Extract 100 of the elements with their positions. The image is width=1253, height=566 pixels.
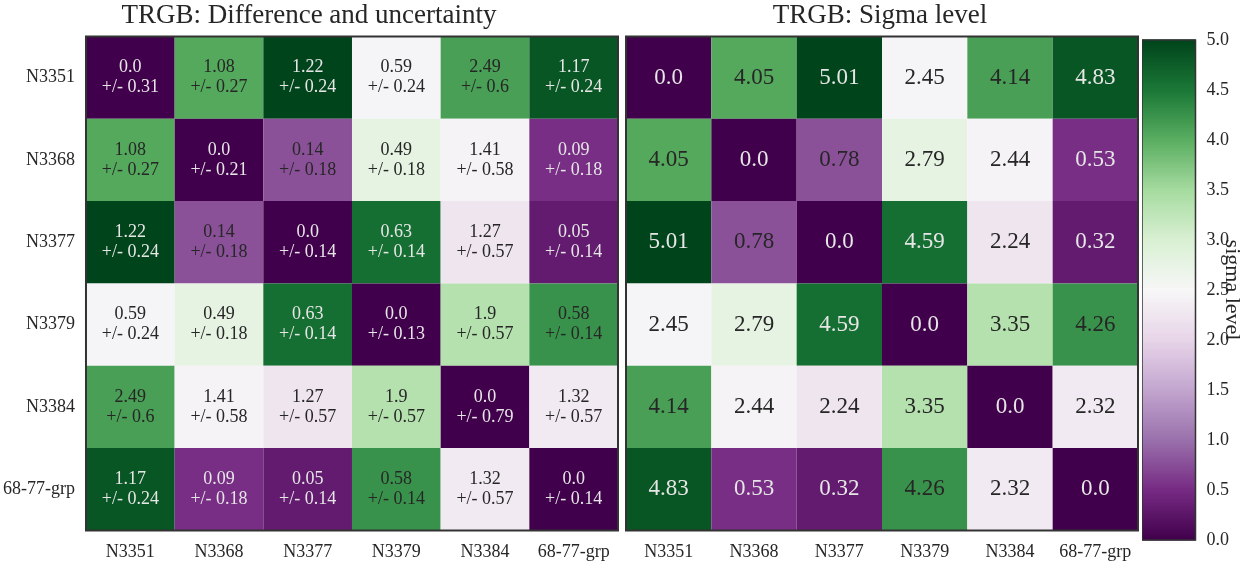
annotation: +/- 0.57 bbox=[456, 487, 514, 508]
annotation: +/- 0.58 bbox=[190, 405, 248, 426]
annotation: +/- 0.14 bbox=[279, 323, 337, 344]
data-label: 0.49 bbox=[380, 138, 413, 159]
y-tick-label: 68-77-grp bbox=[3, 477, 75, 498]
data-label: 2.49 bbox=[469, 56, 501, 77]
data-label: 0.49 bbox=[203, 303, 235, 324]
data-label: 0.58 bbox=[380, 467, 413, 488]
data-label: 1.27 bbox=[469, 220, 501, 241]
data-label: 0.53 bbox=[1075, 145, 1116, 171]
x-tick-label: N3379 bbox=[900, 540, 950, 561]
data-label: 1.32 bbox=[557, 385, 590, 406]
annotation: +/- 0.57 bbox=[367, 405, 425, 426]
data-label: 0.32 bbox=[1075, 228, 1116, 254]
x-tick-label: N3368 bbox=[194, 540, 244, 561]
data-label: 1.27 bbox=[291, 385, 324, 406]
data-label: 2.24 bbox=[819, 392, 860, 418]
data-label: 0.0 bbox=[654, 63, 684, 89]
data-label: 0.05 bbox=[291, 467, 324, 488]
data-label: 4.26 bbox=[1075, 310, 1116, 336]
y-tick-label: N3379 bbox=[25, 313, 75, 334]
x-tick-label: 68-77-grp bbox=[1059, 540, 1132, 561]
data-label: 0.78 bbox=[819, 145, 860, 171]
data-label: 4.14 bbox=[989, 63, 1031, 89]
annotation: +/- 0.14 bbox=[279, 487, 337, 508]
data-label: 0.59 bbox=[114, 303, 147, 324]
data-label: 1.9 bbox=[385, 385, 408, 406]
data-label: 4.14 bbox=[648, 392, 690, 418]
annotation: +/- 0.14 bbox=[545, 323, 603, 344]
data-label: 0.32 bbox=[819, 475, 860, 501]
x-tick-label: N3384 bbox=[985, 540, 1035, 561]
x-tick-label: N3377 bbox=[283, 540, 333, 561]
annotation: +/- 0.24 bbox=[101, 487, 159, 508]
data-label: 0.0 bbox=[473, 385, 497, 406]
color-bar-label: 4.0 bbox=[1206, 128, 1229, 149]
data-label: 3.35 bbox=[989, 310, 1031, 336]
data-label: 1.22 bbox=[291, 56, 324, 77]
data-label: 4.05 bbox=[648, 145, 689, 171]
data-label: 4.59 bbox=[819, 310, 860, 336]
x-tick-label: N3351 bbox=[644, 540, 694, 561]
annotation: +/- 0.57 bbox=[279, 405, 337, 426]
data-label: 1.17 bbox=[557, 56, 590, 77]
data-label: 2.24 bbox=[989, 228, 1031, 254]
annotation: +/- 0.6 bbox=[106, 405, 155, 426]
data-label: 2.45 bbox=[904, 63, 945, 89]
data-label: 0.0 bbox=[1080, 475, 1110, 501]
chart-title: TRGB: Sigma level bbox=[772, 0, 988, 30]
data-label: 1.22 bbox=[114, 220, 147, 241]
data-label: 0.0 bbox=[739, 145, 769, 171]
data-label: 1.17 bbox=[114, 467, 147, 488]
data-label: 0.0 bbox=[385, 303, 408, 324]
color-bar-label: 3.5 bbox=[1206, 178, 1229, 199]
annotation: +/- 0.14 bbox=[545, 240, 603, 261]
data-label: 0.0 bbox=[296, 220, 319, 241]
annotation: +/- 0.18 bbox=[190, 487, 248, 508]
annotation: +/- 0.18 bbox=[190, 240, 248, 261]
annotation: +/- 0.18 bbox=[367, 158, 425, 179]
data-label: 4.59 bbox=[904, 228, 945, 254]
annotation: +/- 0.27 bbox=[190, 76, 248, 97]
data-label: 4.83 bbox=[1075, 63, 1116, 89]
annotation: +/- 0.58 bbox=[456, 158, 514, 179]
data-label: 0.78 bbox=[733, 228, 775, 254]
color-bar-label: 0.5 bbox=[1206, 478, 1229, 499]
data-label: 0.0 bbox=[824, 228, 854, 254]
data-label: 1.08 bbox=[114, 138, 147, 159]
annotation: +/- 0.31 bbox=[101, 76, 159, 97]
data-label: 1.41 bbox=[469, 138, 501, 159]
color-bar-label: 0.0 bbox=[1206, 528, 1229, 549]
data-label: 0.09 bbox=[557, 138, 590, 159]
data-label: 4.83 bbox=[648, 475, 689, 501]
annotation: +/- 0.14 bbox=[367, 487, 425, 508]
annotation: +/- 0.13 bbox=[367, 323, 425, 344]
data-label: 0.63 bbox=[380, 220, 413, 241]
data-label: 0.0 bbox=[119, 56, 142, 77]
data-label: 2.44 bbox=[989, 145, 1031, 171]
annotation: +/- 0.27 bbox=[101, 158, 159, 179]
data-label: 4.05 bbox=[733, 63, 775, 89]
annotation: +/- 0.24 bbox=[101, 240, 159, 261]
data-label: 2.49 bbox=[114, 385, 147, 406]
y-tick-label: N3351 bbox=[25, 66, 75, 87]
annotation: +/- 0.57 bbox=[456, 323, 514, 344]
data-label: 0.63 bbox=[291, 303, 324, 324]
annotation: +/- 0.79 bbox=[456, 405, 514, 426]
chart-title: TRGB: Difference and uncertainty bbox=[121, 0, 498, 30]
y-tick-label: N3368 bbox=[25, 148, 75, 169]
x-tick-label: N3351 bbox=[105, 540, 155, 561]
x-tick-label: N3384 bbox=[460, 540, 510, 561]
annotation: +/- 0.14 bbox=[545, 487, 603, 508]
data-label: 2.44 bbox=[733, 392, 775, 418]
data-label: 0.58 bbox=[557, 303, 590, 324]
annotation: +/- 0.21 bbox=[190, 158, 248, 179]
annotation: +/- 0.6 bbox=[460, 76, 510, 97]
data-label: 0.14 bbox=[203, 220, 235, 241]
data-label: 5.01 bbox=[819, 63, 860, 89]
data-label: 2.79 bbox=[904, 145, 945, 171]
data-label: 2.45 bbox=[648, 310, 689, 336]
data-label: 0.0 bbox=[995, 392, 1025, 418]
x-tick-label: N3379 bbox=[371, 540, 421, 561]
data-label: 2.79 bbox=[733, 310, 775, 336]
data-label: 1.08 bbox=[203, 56, 235, 77]
